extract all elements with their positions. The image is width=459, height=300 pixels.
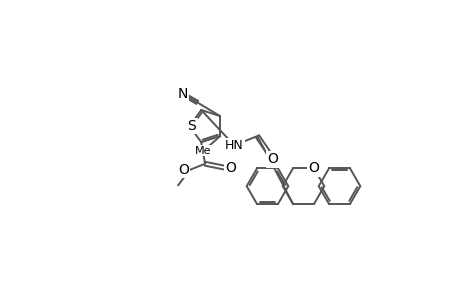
Text: O: O (178, 163, 189, 177)
Text: HN: HN (224, 139, 243, 152)
Text: O: O (308, 161, 319, 175)
Text: O: O (267, 152, 278, 166)
Text: O: O (224, 160, 235, 175)
Text: Me: Me (192, 147, 209, 157)
Text: S: S (187, 119, 196, 133)
Text: Me: Me (195, 146, 211, 156)
Text: N: N (177, 87, 187, 101)
